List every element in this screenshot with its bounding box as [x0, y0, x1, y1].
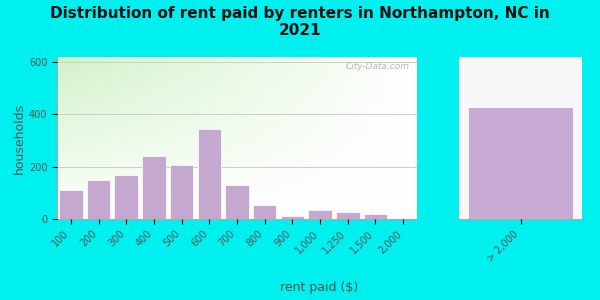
Bar [281, 216, 304, 219]
Bar [225, 185, 249, 219]
Bar [87, 180, 110, 219]
Bar [336, 212, 359, 219]
Bar [170, 165, 193, 219]
Bar [468, 106, 573, 219]
Text: City-Data.com: City-Data.com [346, 62, 410, 71]
Bar [142, 156, 166, 219]
Bar [197, 129, 221, 219]
Text: Distribution of rent paid by renters in Northampton, NC in
2021: Distribution of rent paid by renters in … [50, 6, 550, 38]
Bar [391, 218, 415, 219]
Y-axis label: households: households [13, 102, 26, 174]
Bar [364, 214, 387, 219]
Text: rent paid ($): rent paid ($) [280, 281, 359, 294]
Bar [115, 175, 138, 219]
Bar [253, 205, 277, 219]
Bar [308, 210, 332, 219]
Bar [59, 190, 83, 219]
